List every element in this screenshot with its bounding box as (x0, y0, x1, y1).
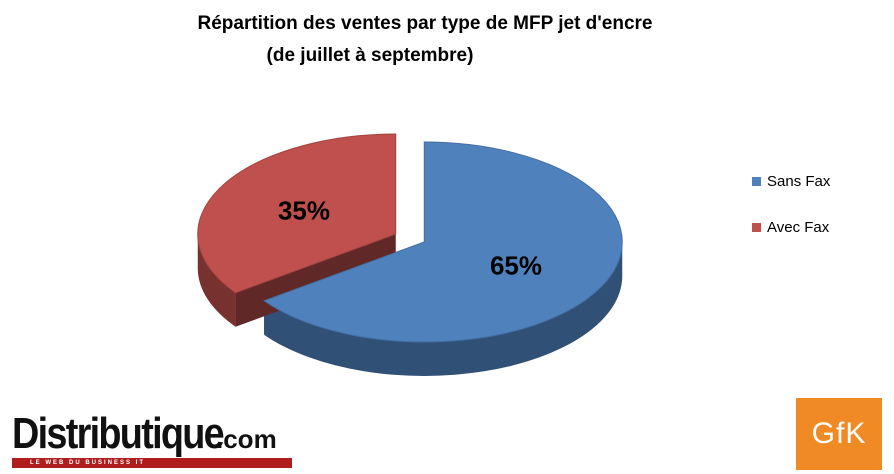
legend-label-avec-fax: Avec Fax (767, 218, 830, 236)
pie-top-layer: 65% 35% (197, 133, 623, 343)
pie-slice-sans-fax (262, 141, 623, 343)
pie-slice-avec-fax (197, 133, 397, 294)
legend-swatch-sans-fax (752, 176, 761, 186)
gfk-logo: GfK (796, 398, 882, 470)
legend-label-sans-fax: Sans Fax (767, 172, 831, 190)
pie-outer-wall-sans-fax-0 (264, 242, 623, 376)
chart-legend: Sans Fax Avec Fax (752, 170, 830, 262)
chart-title: Répartition des ventes par type de MFP j… (0, 8, 850, 72)
legend-swatch-avec-fax (752, 222, 761, 232)
legend-item-avec-fax: Avec Fax (752, 216, 830, 238)
pie-outer-wall-avec-fax-0 (197, 234, 236, 327)
chart-subtitle-text: (de juillet à septembre) (266, 45, 474, 66)
distributique-logo-tagline: LE WEB DU BUSINESS IT (12, 458, 292, 468)
distributique-logo: Distributique .com LE WEB DU BUSINESS IT (12, 412, 302, 468)
distributique-logo-suffix: .com (216, 424, 277, 454)
chart-title-text: Répartition des ventes par type de MFP j… (197, 13, 653, 34)
data-label-sans-fax: 65% (490, 251, 542, 281)
data-label-avec-fax: 35% (278, 195, 330, 225)
distributique-logo-name: Distributique (12, 409, 225, 458)
legend-item-sans-fax: Sans Fax (752, 170, 830, 192)
